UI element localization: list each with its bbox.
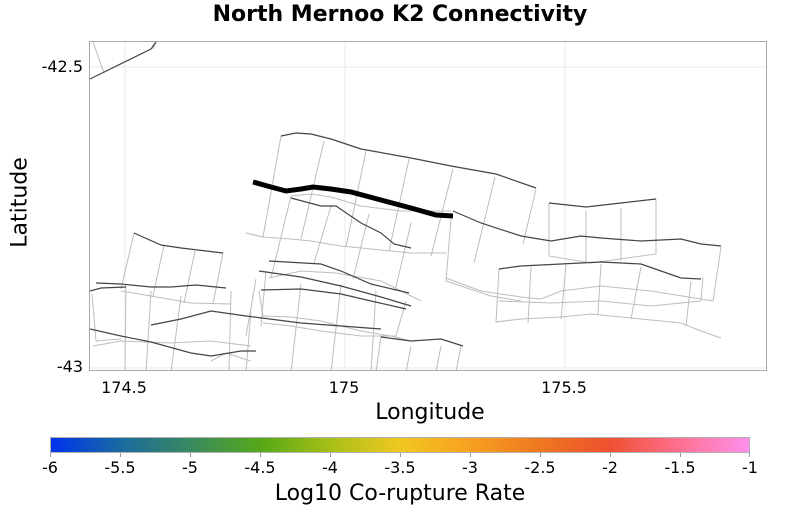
colorbar-tick-label: -4 [322, 458, 338, 477]
y-axis-label: Latitude [7, 157, 33, 248]
colorbar-tick-label: -1.5 [664, 458, 696, 477]
colorbar-tick-label: -1 [742, 458, 758, 477]
x-tick-label: 175 [328, 378, 360, 397]
colorbar-tick-label: -6 [42, 458, 58, 477]
colorbar-tick-label: -4.5 [244, 458, 276, 477]
colorbar-tick-mark [260, 453, 261, 457]
y-tick-label: -42.5 [41, 57, 83, 76]
map-plot-area [89, 41, 767, 371]
colorbar-tick-label: -5.5 [104, 458, 136, 477]
fault-map [90, 42, 766, 370]
colorbar-tick-label: -2 [602, 458, 618, 477]
colorbar-tick-label: -3.5 [384, 458, 416, 477]
colorbar-tick-label: -2.5 [524, 458, 556, 477]
fault-traces [90, 42, 722, 357]
x-axis-label: Longitude [375, 400, 485, 425]
colorbar-tick-mark [190, 453, 191, 457]
colorbar-tick-mark [470, 453, 471, 457]
colorbar-tick-mark [610, 453, 611, 457]
colorbar-tick-mark [680, 453, 681, 457]
colorbar-tick-mark [50, 453, 51, 457]
colorbar-tick-mark [749, 453, 750, 457]
grid-lines [90, 42, 766, 370]
fault-surfaces [91, 42, 722, 370]
colorbar-tick-label: -3 [462, 458, 478, 477]
colorbar [50, 437, 750, 453]
colorbar-tick-mark [540, 453, 541, 457]
chart-title: North Mernoo K2 Connectivity [212, 2, 588, 27]
colorbar-tick-label: -5 [182, 458, 198, 477]
x-tick-label: 174.5 [101, 378, 147, 397]
colorbar-tick-mark [400, 453, 401, 457]
colorbar-label: Log10 Co-rupture Rate [274, 481, 526, 506]
target-fault-trace [252, 179, 454, 219]
colorbar-tick-mark [330, 453, 331, 457]
x-tick-label: 175.5 [541, 378, 587, 397]
colorbar-tick-mark [120, 453, 121, 457]
y-tick-label: -43 [56, 357, 83, 376]
